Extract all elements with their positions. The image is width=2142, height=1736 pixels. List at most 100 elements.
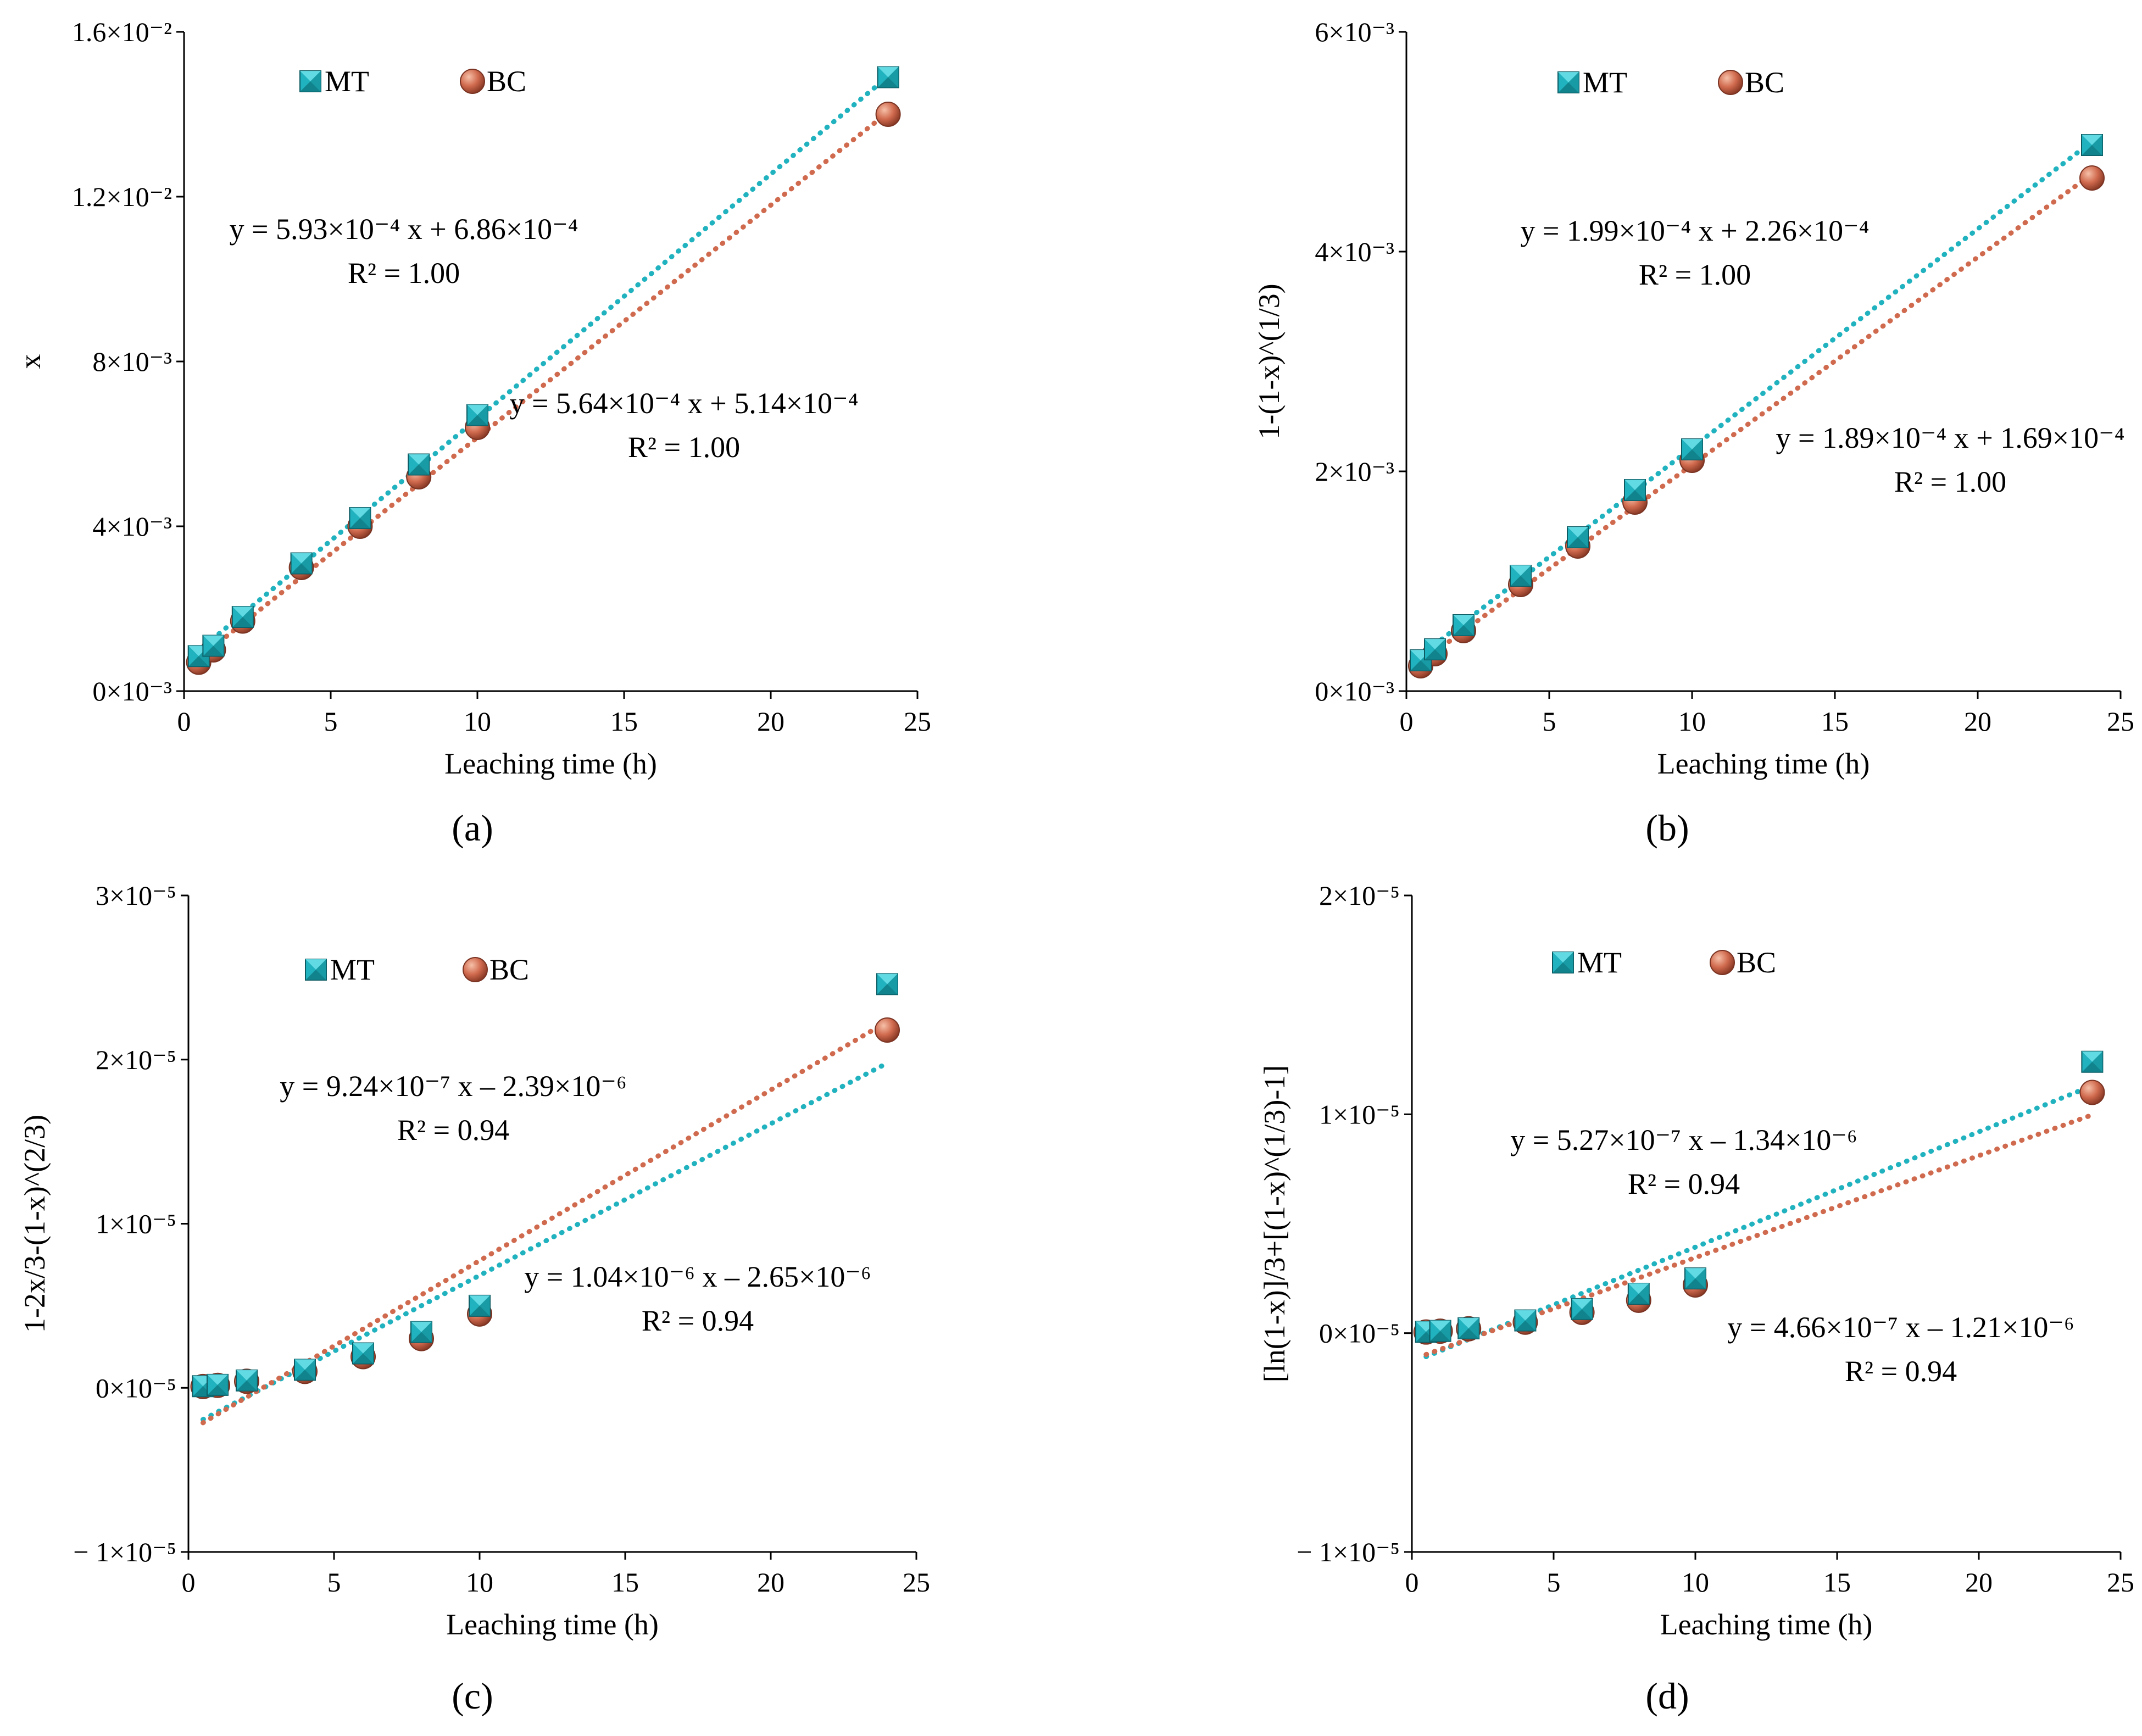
fit-line-mt xyxy=(1423,1083,2095,1360)
data-point-mt xyxy=(469,1294,491,1317)
r-squared-mt: R² = 1.00 xyxy=(348,257,460,290)
data-point-mt xyxy=(1510,565,1532,587)
data-point-mt xyxy=(207,1373,229,1396)
legend-label-bc: BC xyxy=(489,953,529,986)
y-tick-label: 0×10⁻⁵ xyxy=(96,1372,176,1403)
x-axis-title: Leaching time (h) xyxy=(1660,1608,1873,1641)
y-tick-label: 1.2×10⁻² xyxy=(72,181,172,212)
fit-line-bc xyxy=(1423,1112,2095,1357)
r-squared-bc: R² = 0.94 xyxy=(1845,1355,1957,1388)
data-point-mt xyxy=(236,1369,258,1392)
x-tick-label: 25 xyxy=(903,1567,930,1598)
r-squared-bc: R² = 1.00 xyxy=(1894,465,2006,498)
panel-label: (c) xyxy=(452,1675,493,1717)
x-tick-label: 25 xyxy=(904,706,931,737)
x-tick-label: 20 xyxy=(1965,1567,1993,1598)
equation-bc: y = 1.89×10⁻⁴ x + 1.69×10⁻⁴ xyxy=(1776,421,2125,454)
y-tick-label: 0×10⁻³ xyxy=(1315,676,1394,706)
x-tick-label: 15 xyxy=(611,1567,639,1598)
x-tick-label: 15 xyxy=(1823,1567,1851,1598)
data-point-mt xyxy=(1453,614,1475,636)
r-squared-bc: R² = 0.94 xyxy=(642,1304,754,1337)
y-tick-label: 2×10⁻⁵ xyxy=(96,1044,176,1075)
data-point-mt xyxy=(1424,638,1446,660)
data-point-mt xyxy=(2081,1050,2104,1073)
y-tick-label: − 1×10⁻⁵ xyxy=(1297,1537,1400,1567)
legend-label-bc: BC xyxy=(1737,946,1776,979)
x-tick-label: 0 xyxy=(177,706,191,737)
y-tick-label: 1×10⁻⁵ xyxy=(1319,1099,1400,1129)
y-tick-label: 1.6×10⁻² xyxy=(72,16,172,47)
data-point-mt xyxy=(202,635,225,657)
legend-marker-mt xyxy=(305,959,327,981)
data-point-bc xyxy=(875,1017,900,1043)
x-tick-label: 10 xyxy=(1678,706,1706,737)
legend-marker-mt xyxy=(1557,71,1579,93)
data-point-mt xyxy=(408,453,430,476)
chart-panel-1: 0 5 10 15 20 25 0×10⁻³ 4×10⁻³ 8×10⁻³ 1.2×10⁻² 1.6×… xyxy=(14,16,931,849)
equation-mt: y = 5.93×10⁻⁴ x + 6.86×10⁻⁴ xyxy=(230,213,578,246)
data-point-mt xyxy=(1429,1320,1451,1342)
x-tick-label: 10 xyxy=(1682,1567,1709,1598)
y-tick-label: 3×10⁻⁵ xyxy=(96,880,176,911)
x-axis-title: Leaching time (h) xyxy=(1657,747,1870,780)
y-tick-label: 4×10⁻³ xyxy=(92,511,172,542)
legend-label-mt: MT xyxy=(325,65,369,98)
x-tick-label: 5 xyxy=(324,706,338,737)
legend-marker-mt xyxy=(299,70,321,92)
legend-marker-mt xyxy=(1552,952,1574,973)
x-tick-label: 5 xyxy=(1547,1567,1561,1598)
x-tick-label: 15 xyxy=(1821,706,1849,737)
data-point-mt xyxy=(410,1321,432,1343)
legend-marker-bc xyxy=(460,69,485,94)
panel-label: (b) xyxy=(1645,807,1689,849)
fit-line-bc xyxy=(201,1019,890,1426)
x-tick-label: 5 xyxy=(1543,706,1556,737)
data-point-mt xyxy=(877,66,899,88)
data-point-mt xyxy=(1567,526,1589,548)
x-tick-label: 0 xyxy=(182,1567,196,1598)
y-tick-label: 0×10⁻⁵ xyxy=(1319,1318,1400,1349)
y-tick-label: 4×10⁻³ xyxy=(1315,236,1394,267)
r-squared-mt: R² = 1.00 xyxy=(1639,258,1751,291)
equation-mt: y = 5.27×10⁻⁷ x – 1.34×10⁻⁶ xyxy=(1510,1123,1857,1156)
fit-line-mt xyxy=(196,74,891,653)
legend-label-bc: BC xyxy=(487,65,526,98)
y-axis-title: x xyxy=(14,354,47,369)
data-point-mt xyxy=(294,1359,316,1381)
y-tick-label: 8×10⁻³ xyxy=(92,346,172,377)
data-point-mt xyxy=(466,404,488,426)
data-point-mt xyxy=(2081,134,2103,156)
equation-mt: y = 9.24×10⁻⁷ x – 2.39×10⁻⁶ xyxy=(280,1070,627,1103)
legend-marker-bc xyxy=(463,957,488,982)
y-tick-label: − 1×10⁻⁵ xyxy=(73,1537,176,1567)
data-point-bc xyxy=(2079,1080,2105,1105)
x-tick-label: 10 xyxy=(466,1567,493,1598)
chart-panel-2: 0 5 10 15 20 25 0×10⁻³ 2×10⁻³ 4×10⁻³ 6×10⁻³ Leachi… xyxy=(1253,16,2134,849)
data-point-bc xyxy=(875,102,901,127)
data-point-mt xyxy=(349,507,371,529)
x-tick-label: 5 xyxy=(327,1567,341,1598)
data-point-mt xyxy=(352,1342,374,1365)
x-tick-label: 20 xyxy=(757,1567,785,1598)
chart-panel-3: 0 5 10 15 20 25 − 1×10⁻⁵ 0×10⁻⁵ 1×10⁻⁵ 2×10⁻⁵ 3×10… xyxy=(18,880,930,1717)
y-axis-title: 1-(1-x)^(1/3) xyxy=(1253,283,1286,439)
y-axis-title: 1-2x/3-(1-x)^(2/3) xyxy=(18,1115,51,1333)
data-point-mt xyxy=(876,973,898,995)
data-point-mt xyxy=(1624,479,1646,501)
equation-mt: y = 1.99×10⁻⁴ x + 2.26×10⁻⁴ xyxy=(1521,214,1870,247)
x-tick-label: 25 xyxy=(2107,1567,2134,1598)
y-tick-label: 0×10⁻³ xyxy=(92,676,172,706)
fit-line-mt xyxy=(1418,139,2095,658)
r-squared-mt: R² = 0.94 xyxy=(1628,1167,1740,1200)
y-tick-label: 1×10⁻⁵ xyxy=(96,1209,176,1239)
data-point-mt xyxy=(1627,1282,1650,1305)
r-squared-bc: R² = 1.00 xyxy=(628,431,740,464)
x-tick-label: 15 xyxy=(610,706,638,737)
fit-line-bc xyxy=(196,109,891,661)
y-tick-label: 6×10⁻³ xyxy=(1315,16,1394,47)
r-squared-mt: R² = 0.94 xyxy=(397,1114,509,1147)
legend-marker-bc xyxy=(1718,70,1743,95)
x-tick-label: 20 xyxy=(1964,706,1991,737)
